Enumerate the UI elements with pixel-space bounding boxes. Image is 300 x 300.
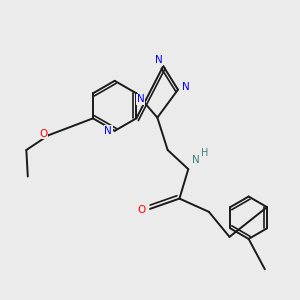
Text: O: O [39, 129, 47, 139]
Text: N: N [104, 126, 112, 136]
Text: N: N [137, 94, 145, 104]
Text: H: H [201, 148, 208, 158]
Text: N: N [182, 82, 190, 92]
Text: N: N [155, 55, 163, 65]
Text: N: N [192, 155, 200, 165]
Text: O: O [138, 206, 146, 215]
